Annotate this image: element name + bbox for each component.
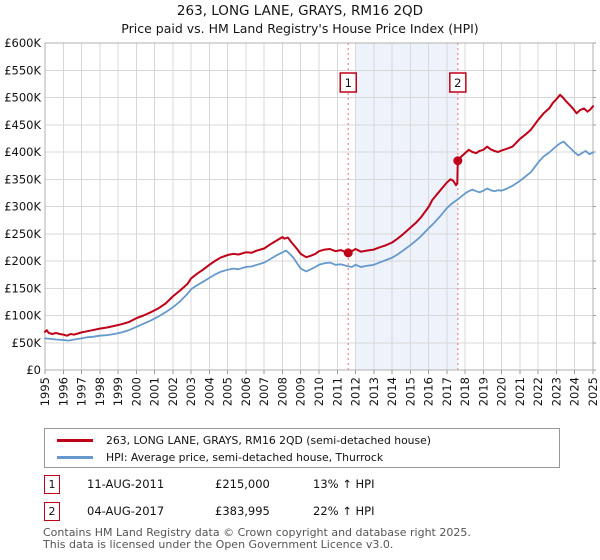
plot-border xyxy=(44,42,594,371)
svg-text:2020: 2020 xyxy=(495,377,509,406)
footer-copyright: Contains HM Land Registry data © Crown c… xyxy=(43,526,471,539)
hpi-line xyxy=(44,140,594,342)
svg-text:2018: 2018 xyxy=(458,377,472,406)
svg-text:£250K: £250K xyxy=(4,227,41,241)
sale-point-2 xyxy=(453,156,463,166)
svg-text:2021: 2021 xyxy=(513,377,527,406)
svg-text:£500K: £500K xyxy=(4,91,41,105)
svg-text:£400K: £400K xyxy=(4,145,41,159)
sale-label-1: 1 xyxy=(345,76,352,90)
legend-line-red-icon xyxy=(57,439,93,442)
transaction-row-1: 1 11-AUG-2011 £215,000 13% ↑ HPI xyxy=(44,475,584,495)
svg-text:2014: 2014 xyxy=(385,377,399,406)
grid xyxy=(44,42,596,374)
legend-label-property: 263, LONG LANE, GRAYS, RM16 2QD (semi-de… xyxy=(106,434,431,447)
svg-text:2015: 2015 xyxy=(403,377,417,406)
legend-row-property: 263, LONG LANE, GRAYS, RM16 2QD (semi-de… xyxy=(51,432,559,449)
svg-text:£100K: £100K xyxy=(4,309,41,323)
footer-licence: This data is licensed under the Open Gov… xyxy=(43,538,394,551)
legend-line-blue-icon xyxy=(57,456,93,459)
sale-label-box-1 xyxy=(339,72,357,93)
svg-text:2009: 2009 xyxy=(294,377,308,406)
svg-text:2004: 2004 xyxy=(202,377,216,406)
svg-text:£0: £0 xyxy=(26,363,41,377)
svg-text:1995: 1995 xyxy=(38,377,52,406)
svg-text:2011: 2011 xyxy=(330,377,344,406)
sale-label-box-2 xyxy=(449,72,467,93)
svg-text:2006: 2006 xyxy=(239,377,253,406)
svg-text:2001: 2001 xyxy=(148,377,162,406)
svg-text:£350K: £350K xyxy=(4,172,41,186)
sale-point-1 xyxy=(343,248,353,258)
svg-text:2007: 2007 xyxy=(257,377,271,406)
transaction-2-date: 04-AUG-2017 xyxy=(87,504,165,518)
svg-text:2002: 2002 xyxy=(166,377,180,406)
svg-text:2013: 2013 xyxy=(367,377,381,406)
transaction-2-hpi-delta: 22% ↑ HPI xyxy=(313,504,375,518)
svg-text:2000: 2000 xyxy=(129,377,143,406)
svg-text:£50K: £50K xyxy=(12,336,42,350)
page-subtitle: Price paid vs. HM Land Registry's House … xyxy=(121,21,479,36)
svg-text:2022: 2022 xyxy=(531,377,545,406)
svg-text:2025: 2025 xyxy=(586,377,600,406)
transaction-1-date: 11-AUG-2011 xyxy=(87,477,165,491)
svg-text:2017: 2017 xyxy=(440,377,454,406)
svg-text:2016: 2016 xyxy=(422,377,436,406)
legend-row-hpi: HPI: Average price, semi-detached house,… xyxy=(51,449,559,466)
svg-text:£150K: £150K xyxy=(4,281,41,295)
legend-label-hpi: HPI: Average price, semi-detached house,… xyxy=(106,451,384,464)
y-axis-labels: £600K £550K £500K £450K £400K £350K £300K £250K… xyxy=(4,36,41,377)
svg-text:2003: 2003 xyxy=(184,377,198,406)
svg-text:2010: 2010 xyxy=(312,377,326,406)
svg-text:£600K: £600K xyxy=(4,36,41,50)
svg-text:£300K: £300K xyxy=(4,200,41,214)
svg-text:2023: 2023 xyxy=(549,377,563,406)
transaction-row-2: 2 04-AUG-2017 £383,995 22% ↑ HPI xyxy=(44,502,584,522)
svg-text:2024: 2024 xyxy=(568,377,582,406)
x-axis-labels: 1995 1996 1997 1998 1999 2000 2001 2002 2003 2004… xyxy=(38,377,600,406)
price-chart: 1 2 £600K £550K £500K £450K £400K £350K £300K £25… xyxy=(4,36,600,406)
transaction-2-badge: 2 xyxy=(44,502,60,521)
transaction-1-price: £215,000 xyxy=(215,477,270,491)
svg-text:£200K: £200K xyxy=(4,254,41,268)
svg-text:1997: 1997 xyxy=(75,377,89,406)
svg-text:£550K: £550K xyxy=(4,63,41,77)
svg-text:2008: 2008 xyxy=(275,377,289,406)
sale-label-2: 2 xyxy=(454,76,461,90)
svg-text:£450K: £450K xyxy=(4,118,41,132)
svg-text:1996: 1996 xyxy=(56,377,70,406)
svg-text:2019: 2019 xyxy=(476,377,490,406)
chart-legend: 263, LONG LANE, GRAYS, RM16 2QD (semi-de… xyxy=(44,428,560,468)
transaction-1-badge: 1 xyxy=(44,475,60,494)
transaction-1-hpi-delta: 13% ↑ HPI xyxy=(313,477,375,491)
svg-text:1999: 1999 xyxy=(111,377,125,406)
page-title: 263, LONG LANE, GRAYS, RM16 2QD xyxy=(176,3,424,19)
svg-text:2005: 2005 xyxy=(221,377,235,406)
svg-text:1998: 1998 xyxy=(93,377,107,406)
svg-text:2012: 2012 xyxy=(349,377,363,406)
transaction-2-price: £383,995 xyxy=(215,504,270,518)
